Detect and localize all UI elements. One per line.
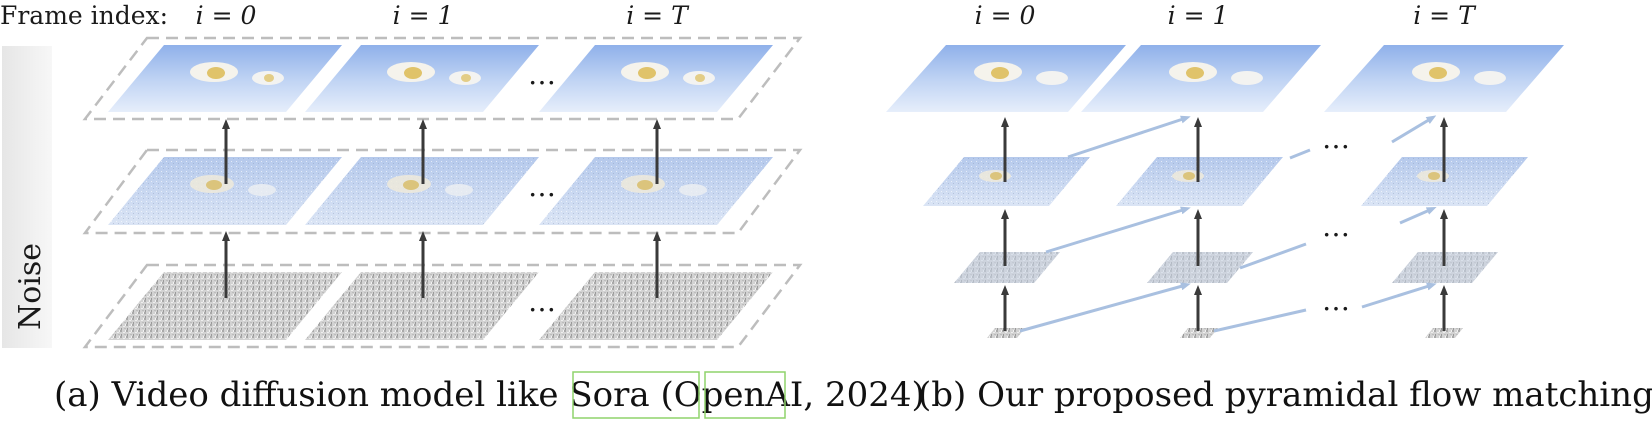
frame-b-noise-0 (987, 328, 1025, 338)
frame-a-noisy-0 (108, 157, 342, 225)
ellipsis-a-bottom: … (528, 285, 556, 318)
caption-a-cite-year[interactable]: 2024 (825, 375, 912, 415)
frame-index-label: Frame index: (0, 1, 168, 30)
frame-label-a-T: i = T (626, 1, 690, 30)
frame-label-b-0: i = 0 (975, 1, 1036, 30)
frame-a-noise-0 (108, 272, 342, 340)
ellipsis-b-l2: … (1322, 122, 1350, 155)
frame-b-level1-1 (1147, 252, 1253, 283)
diag-arrow-b-l1-1toT (1399, 206, 1437, 225)
frame-a-noise-1 (305, 272, 539, 340)
frame-a-clean-1 (305, 45, 539, 112)
frame-b-noise-T (1425, 328, 1463, 338)
diag-arrow-b-l0-0to1 (1019, 282, 1191, 333)
diag-arrow-b-l2-1toT (1391, 115, 1437, 144)
diag-arrow-b-l1-0to1 (1045, 206, 1191, 254)
frame-a-clean-0 (108, 45, 342, 112)
frame-a-noise-T (539, 272, 773, 340)
diag-arrow-b-l2-0to1 (1067, 115, 1191, 159)
ellipsis-b-l0: … (1322, 284, 1350, 317)
caption-a-prefix: (a) Video diffusion model like Sora ( (54, 375, 674, 415)
frame-a-noisy-1 (305, 157, 539, 225)
caption-b: (b) Our proposed pyramidal flow matching (918, 375, 1652, 415)
frame-label-b-1: i = 1 (1168, 1, 1229, 30)
panel-b: i = 0 i = 1 i = T (886, 1, 1652, 415)
caption-a-cite-openai[interactable]: OpenAI (674, 375, 804, 415)
frame-a-clean-T (539, 45, 773, 112)
cite-box-openai (572, 371, 700, 419)
frame-b-full-T (1324, 45, 1564, 112)
layer-outline-noisy (82, 148, 803, 235)
caption-a: (a) Video diffusion model like Sora (Ope… (54, 375, 925, 415)
ellipsis-a-top: … (528, 58, 556, 91)
diag-arrow-b-l1-1-fade (1239, 242, 1307, 270)
noise-band (2, 46, 52, 348)
caption-a-suffix: ) (912, 375, 925, 415)
frame-label-a-0: i = 0 (196, 1, 257, 30)
frame-b-level1-0 (954, 252, 1060, 283)
noise-axis-label: Noise (13, 243, 48, 330)
caption-a-sep: , (803, 375, 825, 415)
frame-a-noisy-T (539, 157, 773, 225)
panel-a: Noise i = 0 i = 1 i = T (2, 1, 925, 419)
frame-b-full-1 (1081, 45, 1321, 112)
frame-label-a-1: i = 1 (393, 1, 454, 30)
diag-arrow-b-l0-1-fade (1213, 308, 1307, 333)
cite-box-year (704, 371, 786, 419)
diag-arrow-b-l2-1-fade (1289, 148, 1311, 160)
frame-b-noise-1 (1180, 328, 1218, 338)
frame-label-b-T: i = T (1413, 1, 1477, 30)
frame-b-full-0 (886, 45, 1126, 112)
ellipsis-a-mid: … (528, 170, 556, 203)
diag-arrow-b-l0-1toT (1361, 282, 1437, 309)
ellipsis-b-l1: … (1322, 210, 1350, 243)
frame-b-level1-T (1392, 252, 1498, 283)
